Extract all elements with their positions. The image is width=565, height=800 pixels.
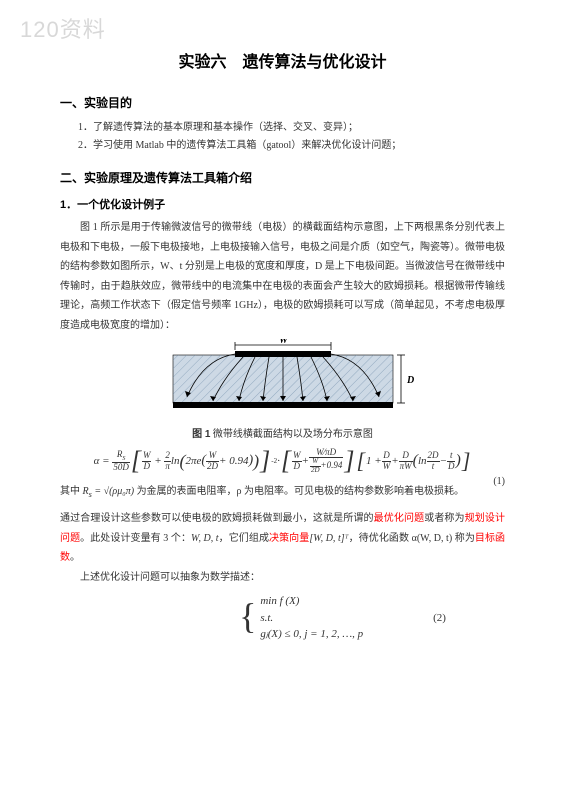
list-item: 2．学习使用 Matlab 中的遗传算法工具箱（gatool）来解决优化设计问题… bbox=[78, 137, 505, 155]
watermark-text: 120资料 bbox=[20, 12, 106, 44]
page-title: 实验六 遗传算法与优化设计 bbox=[60, 48, 505, 72]
list-item: 1．了解遗传算法的基本原理和基本操作（选择、交叉、变异）； bbox=[78, 119, 505, 137]
objective-list: 1．了解遗传算法的基本原理和基本操作（选择、交叉、变异）； 2．学习使用 Mat… bbox=[60, 119, 505, 155]
paragraph-2: 其中 Rs = √(ρμ₀π) 为金属的表面电阻率，ρ 为电阻率。可见电极的结构… bbox=[60, 482, 505, 503]
paragraph-3: 通过合理设计这些参数可以使电极的欧姆损耗做到最小，这就是所谓的最优化问题或者称为… bbox=[60, 509, 505, 568]
caption-bold: 图 1 bbox=[192, 429, 210, 440]
caption-text: 微带线横截面结构以及场分布示意图 bbox=[210, 429, 373, 440]
figure-1: W D bbox=[143, 339, 423, 417]
section-2-heading: 二、实验原理及遗传算法工具箱介绍 bbox=[60, 169, 505, 186]
figure-1-caption: 图 1 微带线横截面结构以及场分布示意图 bbox=[60, 425, 505, 440]
equation-2: { min f (X) s.t. gⱼ(X) ≤ 0, j = 1, 2, …,… bbox=[180, 593, 505, 643]
kw-decision: 决策向量 bbox=[269, 533, 309, 544]
eq2-line2: s.t. bbox=[260, 610, 363, 627]
kw-optim: 最优化问题 bbox=[374, 513, 425, 524]
eq2-number: (2) bbox=[433, 612, 446, 624]
eq2-line1: min f (X) bbox=[260, 593, 363, 610]
paragraph-4: 上述优化设计问题可以抽象为数学描述： bbox=[60, 568, 505, 588]
section-1-heading: 一、实验目的 bbox=[60, 94, 505, 111]
section-2-sub1: 1．一个优化设计例子 bbox=[60, 196, 505, 212]
eq1-number: (1) bbox=[493, 476, 505, 487]
eq2-line3: gⱼ(X) ≤ 0, j = 1, 2, …, p bbox=[260, 626, 363, 643]
equation-1: α = RS50D [ WD + 2π ln ( 2πe ( W2D + 0.9… bbox=[60, 446, 505, 476]
fig-label-d: D bbox=[406, 375, 414, 386]
fig-label-w: W bbox=[279, 339, 289, 346]
paragraph-1: 图 1 所示是用于传输微波信号的微带线（电极）的横截面结构示意图，上下两根黑条分… bbox=[60, 218, 505, 335]
